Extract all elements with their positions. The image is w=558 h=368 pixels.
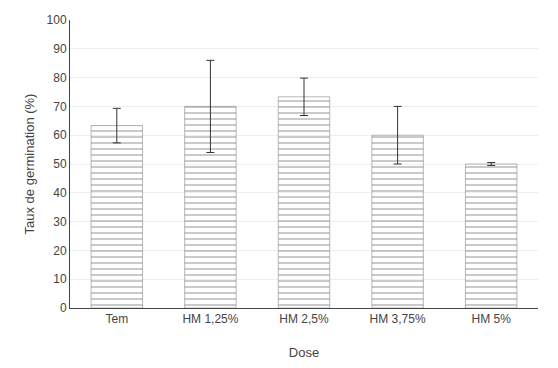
svg-text:80: 80 — [53, 71, 67, 85]
svg-text:0: 0 — [60, 301, 67, 315]
svg-text:40: 40 — [53, 186, 67, 200]
svg-text:30: 30 — [53, 215, 67, 229]
svg-text:HM 5%: HM 5% — [472, 312, 512, 326]
svg-text:60: 60 — [53, 128, 67, 142]
svg-text:70: 70 — [53, 100, 67, 114]
svg-text:Taux de germination (%): Taux de germination (%) — [22, 94, 37, 235]
svg-text:10: 10 — [53, 272, 67, 286]
svg-text:HM 1,25%: HM 1,25% — [182, 312, 238, 326]
svg-text:50: 50 — [53, 157, 67, 171]
svg-text:20: 20 — [53, 244, 67, 258]
svg-text:HM 2,5%: HM 2,5% — [279, 312, 329, 326]
svg-text:100: 100 — [47, 13, 67, 27]
svg-text:Tem: Tem — [105, 312, 128, 326]
svg-text:Dose: Dose — [289, 345, 319, 360]
svg-text:HM 3,75%: HM 3,75% — [370, 312, 426, 326]
svg-text:90: 90 — [53, 42, 67, 56]
